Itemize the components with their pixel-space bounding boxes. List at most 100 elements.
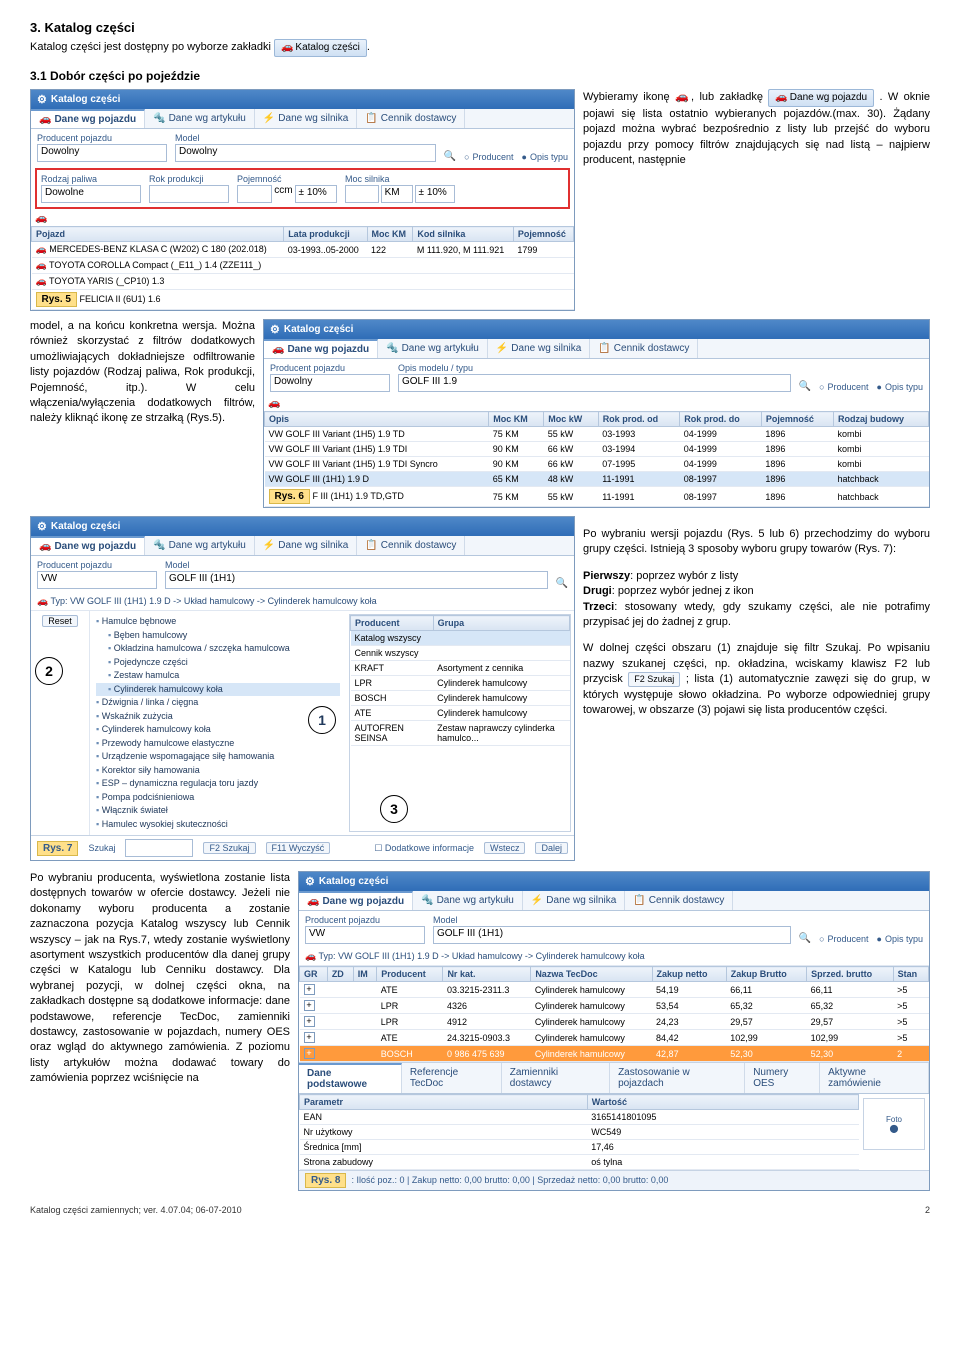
list-item[interactable]: LPRCylinderek hamulcowy (351, 676, 570, 691)
table-row[interactable]: +LPR4326Cylinderek hamulcowy53,5465,3265… (300, 998, 929, 1014)
table-row[interactable]: 🚗 TOYOTA YARIS (_CP10) 1.3 (32, 274, 574, 290)
tree-item[interactable]: Okładzina hamulcowa / szczęka hamulcowa (96, 642, 340, 656)
search7-icon[interactable]: 🔍 (556, 578, 568, 589)
chk6-opis[interactable]: ● Opis typu (877, 382, 923, 392)
input-rok[interactable] (149, 185, 229, 203)
sel8-prod[interactable]: VW (305, 926, 425, 944)
table-row[interactable]: VW GOLF III Variant (1H5) 1.9 TDI90 KM66… (265, 442, 929, 457)
table-row[interactable]: +ATE03.3215-2311.3Cylinderek hamulcowy54… (300, 982, 929, 998)
chk6-prod[interactable]: ○ Producent (819, 382, 868, 392)
tree-item[interactable]: Przewody hamulcowe elastyczne (96, 737, 340, 751)
tree-item[interactable]: Korektor siły hamowania (96, 764, 340, 778)
table-row[interactable]: +BOSCH0 986 475 639Cylinderek hamulcowy4… (300, 1046, 929, 1062)
sel7-model[interactable]: GOLF III (1H1) (165, 571, 548, 589)
tree-item[interactable]: Hamulce bębnowe (96, 615, 340, 629)
tree-item[interactable]: Cylinderek hamulcowy koła (96, 683, 340, 697)
tab6-1[interactable]: 🚗Dane wg pojazdu (264, 339, 378, 358)
sel-pm2[interactable]: ± 10% (415, 185, 455, 203)
tree-item[interactable]: Dźwignia / linka / cięgna (96, 696, 340, 710)
list-item[interactable]: KRAFTAsortyment z cennika (351, 661, 570, 676)
sel6-prod[interactable]: Dowolny (270, 374, 390, 392)
btn-dalej[interactable]: Dalej (535, 842, 568, 854)
list-item[interactable]: Katalog wszyscy (351, 631, 570, 646)
tab6-4[interactable]: 📋Cennik dostawcy (590, 339, 698, 358)
list-item[interactable]: Cennik wszyscy (351, 646, 570, 661)
search-icon[interactable]: 🔍 (444, 151, 456, 162)
select-model[interactable]: Dowolny (175, 144, 436, 162)
catalog-tab-btn[interactable]: Katalog części (274, 39, 367, 57)
tab7-1[interactable]: 🚗Dane wg pojazdu (31, 536, 145, 555)
tab8-1[interactable]: 🚗Dane wg pojazdu (299, 891, 413, 910)
tab8-2[interactable]: 🔩Dane wg artykułu (413, 891, 523, 910)
tab8-3[interactable]: ⚡Dane wg silnika (523, 891, 626, 910)
tree-item[interactable]: Urządzenie wspomagające siłę hamowania (96, 750, 340, 764)
lbl-model: Model (175, 133, 436, 143)
btn-f2[interactable]: F2 Szukaj (203, 842, 255, 854)
input-moc[interactable] (345, 185, 379, 203)
btab-4[interactable]: Zastosowanie w pojazdach (610, 1063, 745, 1093)
btab-5[interactable]: Numery OES (745, 1063, 820, 1093)
tree-item[interactable]: Wskaźnik zużycia (96, 710, 340, 724)
tab-dane-silnika[interactable]: ⚡Dane wg silnika (255, 109, 358, 128)
table-row[interactable]: 🚗 MERCEDES-BENZ KLASA C (W202) C 180 (20… (32, 242, 574, 258)
table-row[interactable]: VW GOLF III (1H1) 1.9 D65 KM48 kW11-1991… (265, 472, 929, 487)
input-szukaj[interactable] (125, 839, 193, 857)
table-row[interactable]: VW GOLF III Variant (1H5) 1.9 TD75 KM55 … (265, 427, 929, 442)
tab8-4[interactable]: 📋Cennik dostawcy (625, 891, 733, 910)
sel8-model[interactable]: GOLF III (1H1) (433, 926, 791, 944)
tree-item[interactable]: ESP – dynamiczna regulacja toru jazdy (96, 777, 340, 791)
sel-km[interactable]: KM (381, 185, 413, 203)
tab6-2[interactable]: 🔩Dane wg artykułu (378, 339, 488, 358)
tab-dane-pojazdu[interactable]: 🚗Dane wg pojazdu (31, 109, 145, 128)
tab7-4[interactable]: 📋Cennik dostawcy (357, 536, 465, 555)
search-icon-6[interactable]: 🔍 (799, 381, 811, 392)
tree-item[interactable]: Pompa podciśnieniowa (96, 791, 340, 805)
chk8-prod[interactable]: ○ Producent (819, 934, 868, 944)
tree-item[interactable]: Pojedyncze części (96, 656, 340, 670)
chk8-opis[interactable]: ● Opis typu (877, 934, 923, 944)
tab-cennik[interactable]: 📋Cennik dostawcy (357, 109, 465, 128)
tab6-3[interactable]: ⚡Dane wg silnika (488, 339, 591, 358)
table-row[interactable]: Rys. 6 F III (1H1) 1.9 TD,GTD75 KM55 kW1… (265, 487, 929, 507)
car-toggle6-icon[interactable]: 🚗 (268, 398, 280, 409)
btab-3[interactable]: Zamienniki dostawcy (502, 1063, 610, 1093)
btab-2[interactable]: Referencje TecDoc (402, 1063, 502, 1093)
table-row[interactable]: +ATE24.3215-0903.3Cylinderek hamulcowy84… (300, 1030, 929, 1046)
panel-rys7: Katalog części 🚗Dane wg pojazdu 🔩Dane wg… (30, 516, 575, 861)
chk-producent[interactable]: ○ Producent (464, 152, 513, 162)
tree-item[interactable]: Cylinderek hamulcowy koła (96, 723, 340, 737)
sel-pm[interactable]: ± 10% (295, 185, 337, 203)
btab-1[interactable]: Dane podstawowe (299, 1063, 402, 1093)
chk-dodinfo[interactable]: Dodatkowe informacje (385, 843, 474, 853)
dane-wg-pojazdu-btn[interactable]: Dane wg pojazdu (768, 89, 874, 107)
select-paliwo[interactable]: Dowolne (41, 185, 141, 203)
search8-icon[interactable]: 🔍 (799, 933, 811, 944)
car-toggle-icon[interactable]: 🚗 (35, 213, 47, 224)
tab-dane-artykulu[interactable]: 🔩Dane wg artykułu (145, 109, 255, 128)
table-row[interactable]: VW GOLF III Variant (1H5) 1.9 TDI Syncro… (265, 457, 929, 472)
reset-btn[interactable]: Reset (42, 615, 78, 627)
list-item[interactable]: BOSCHCylinderek hamulcowy (351, 691, 570, 706)
tab7-2[interactable]: 🔩Dane wg artykułu (145, 536, 255, 555)
tree-item[interactable]: Zestaw hamulca (96, 669, 340, 683)
param-row: EAN3165141801095 (300, 1110, 859, 1125)
chk-opis[interactable]: ● Opis typu (522, 152, 568, 162)
btn-f11[interactable]: F11 Wyczyść (266, 842, 331, 854)
inline-f2-btn[interactable]: F2 Szukaj (628, 672, 680, 687)
input-poj[interactable] (237, 185, 272, 203)
table-row[interactable]: 🚗 TOYOTA COROLLA Compact (_E11_) 1.4 (ZZ… (32, 258, 574, 274)
btn-wstecz[interactable]: Wstecz (484, 842, 526, 854)
select-prod[interactable]: Dowolny (37, 144, 167, 162)
list-item[interactable]: AUTOFREN SEINSAZestaw naprawczy cylinder… (351, 721, 570, 746)
table-row[interactable]: +LPR4912Cylinderek hamulcowy24,2329,5729… (300, 1014, 929, 1030)
tree-item[interactable]: Hamulec wysokiej skuteczności (96, 818, 340, 832)
inp6-opis[interactable]: GOLF III 1.9 (398, 374, 791, 392)
tree-item[interactable]: Włącznik świateł (96, 804, 340, 818)
list-item[interactable]: ATECylinderek hamulcowy (351, 706, 570, 721)
table-row[interactable]: Rys. 5 FELICIA II (6U1) 1.6 (32, 290, 574, 310)
tab7-3[interactable]: ⚡Dane wg silnika (255, 536, 358, 555)
btab-6[interactable]: Aktywne zamówienie (820, 1063, 929, 1093)
sel7-prod[interactable]: VW (37, 571, 157, 589)
tree-item[interactable]: Bęben hamulcowy (96, 629, 340, 643)
foto-box: Foto ⬤ (863, 1098, 925, 1150)
